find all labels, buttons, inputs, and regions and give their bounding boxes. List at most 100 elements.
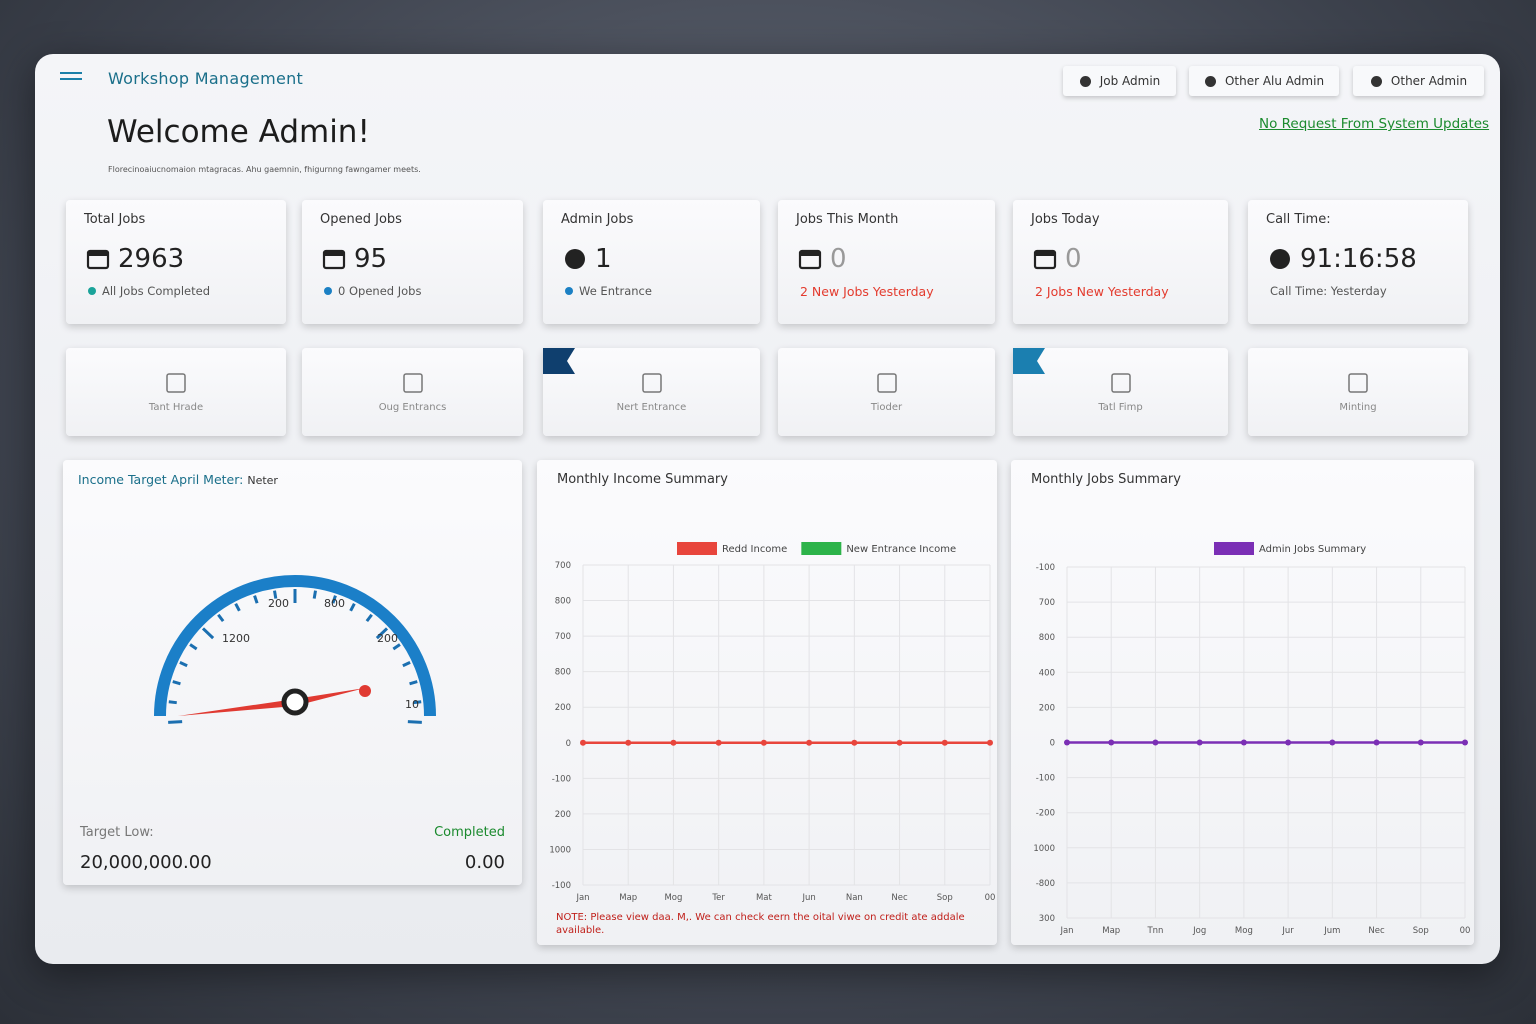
card-value: 0 [1033,244,1082,274]
tile-icon [1348,372,1368,393]
quick-tile[interactable]: Nert Entrance [543,348,760,436]
quick-tile[interactable]: Tioder [778,348,995,436]
completed-value: 0.00 [464,852,505,873]
gauge-tick [349,603,356,612]
icon-shape [1035,251,1055,256]
card-note: 2 Jobs New Yesterday [1035,284,1169,299]
data-point [1152,739,1159,746]
data-point [670,739,677,746]
y-tick-label: 200 [1039,703,1055,713]
y-tick-label: 0 [566,739,571,749]
icon [322,249,346,270]
card-note-text: 2 New Jobs Yesterday [800,284,934,299]
quick-tile[interactable]: Oug Entrancs [302,348,523,436]
gauge-tick [273,590,278,599]
x-tick-label: Tnn [1146,926,1163,936]
y-tick-label: -800 [1036,879,1055,889]
needle-tip [359,685,371,697]
chart-title: Monthly Jobs Summary [1031,472,1181,487]
gauge: 200 800 1200 200 10 [154,575,436,724]
y-tick-label: 300 [1039,914,1055,924]
gauge-tick [365,613,373,623]
x-tick-label: Mog [1235,926,1253,936]
gauge-label: 800 [324,597,345,610]
card-value-text: 0 [1065,244,1082,274]
x-tick-label: Jog [1192,926,1206,936]
tile-icon [1110,372,1131,393]
card-title: Jobs Today [1031,212,1100,227]
icon-shape [1110,372,1131,393]
card-value: 95 [322,244,387,274]
y-tick-label: 200 [555,703,571,713]
data-point [760,739,767,746]
data-point [580,739,586,746]
data-point [1329,739,1336,746]
stat-card: Jobs This Month 0 2 New Jobs Yesterday [778,200,995,324]
button-label: Other Admin [1390,74,1468,88]
tile-label: Tant Hrade [148,401,204,413]
stat-card: Total Jobs 2963 All Jobs Completed [66,200,286,324]
y-tick-label: 800 [555,597,571,607]
tile-badge [1013,348,1045,374]
data-point [1373,739,1380,746]
legend-label: Redd Income [722,544,787,555]
badge-shape [543,348,575,374]
x-tick-label: Mog [664,893,682,903]
data-point [1196,739,1203,746]
legend-swatch [801,542,842,555]
gauge-label: 200 [268,597,289,610]
gauge-tick [179,660,188,668]
data-point [896,739,903,746]
quick-tile[interactable]: Minting [1248,348,1468,436]
card-value-text: 91:16:58 [1300,244,1417,274]
gauge-tick [312,590,317,599]
x-tick-label: Jan [1059,926,1073,936]
dot [324,287,332,295]
data-point [1285,739,1292,746]
y-tick-label: 1000 [549,845,571,855]
quick-tile[interactable]: Tatl Fimp [1013,348,1228,436]
x-tick-label: Sop [937,893,953,903]
card-title: Total Jobs [84,212,146,227]
card-note: 0 Opened Jobs [324,284,421,298]
gauge-tick [168,720,183,724]
legend-swatch [677,542,717,555]
system-notice[interactable]: No Request From System Updates [1259,116,1490,132]
gauge-tick [189,643,198,651]
icon-shape [876,372,897,393]
tile-icon [876,372,897,393]
chart-panel: Monthly Jobs Summary -100 700 800 400 200 0 -10… [1011,460,1474,945]
gauge-tick [168,700,177,705]
gauge-tick [331,595,337,604]
header-button[interactable]: Other Admin [1353,66,1484,96]
header-button[interactable]: Job Admin [1063,66,1176,96]
icon-shape [88,251,108,256]
card-note-text: We Entrance [579,284,652,298]
icon-shape [641,372,662,393]
y-tick-label: 0 [1050,739,1055,749]
x-tick-label: 00 [1460,926,1471,936]
gauge-label: 10 [405,698,419,711]
card-title: Admin Jobs [561,212,634,227]
data-point [851,739,858,746]
chart-panel: Monthly Income Summary 700 800 700 800 200 0 -1… [537,460,997,945]
icon [1033,249,1057,270]
data-point [1064,739,1070,746]
card-note: 2 New Jobs Yesterday [800,284,934,299]
quick-tile[interactable]: Tant Hrade [66,348,286,436]
card-note-text: Call Time: Yesterday [1270,284,1387,298]
subtitle: Florecinoaiucnomaion mtagracas. Ahu gaem… [108,165,421,174]
button-label: Job Admin [1099,74,1161,88]
tile-icon [402,372,423,393]
gauge-tick [217,613,225,623]
y-tick-label: 800 [1039,633,1055,643]
header-button[interactable]: Other Alu Admin [1189,66,1339,96]
menu-icon[interactable] [60,71,84,83]
legend-label: New Entrance Income [846,544,956,555]
card-note-text: All Jobs Completed [102,284,211,298]
x-tick-label: Ter [711,893,725,903]
stat-card: Call Time: 91:16:58 Call Time: Yesterday [1248,200,1468,324]
gauge-label: 200 [377,632,398,645]
x-tick-label: Jan [575,893,589,903]
data-point [625,739,632,746]
